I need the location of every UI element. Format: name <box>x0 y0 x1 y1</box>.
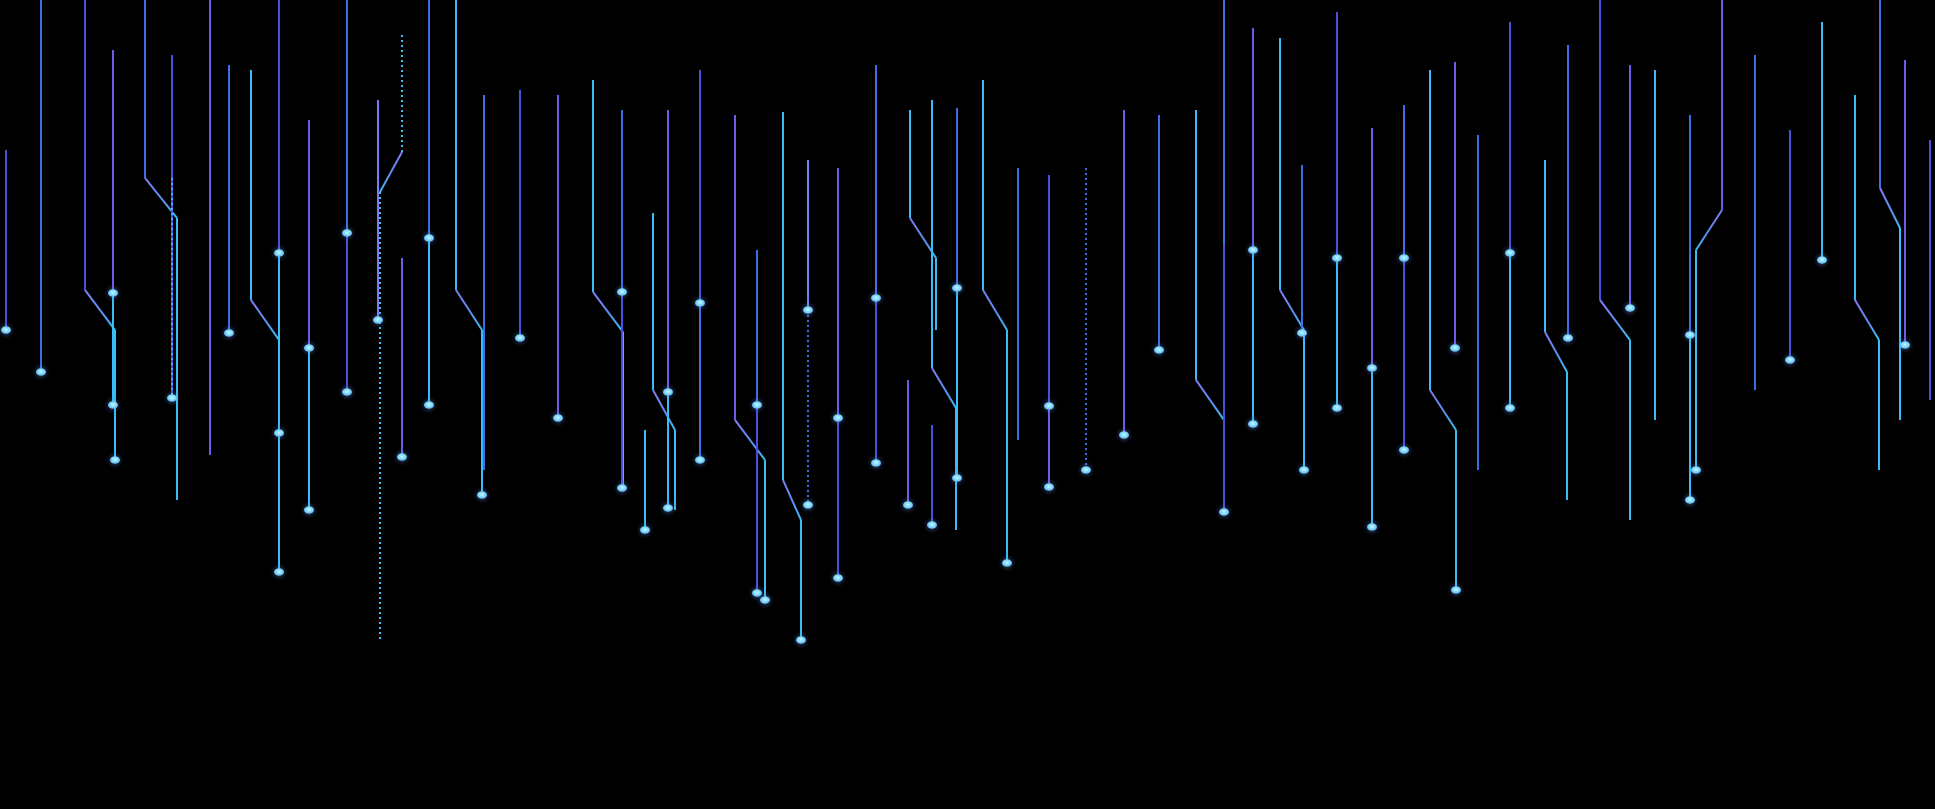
node-dot <box>1691 466 1701 474</box>
node-dot <box>553 414 563 422</box>
trace-segment-diagonal <box>379 151 403 193</box>
node-dot <box>1332 404 1342 412</box>
node-dot <box>342 388 352 396</box>
node-dot <box>167 394 177 402</box>
node-dot <box>927 521 937 529</box>
trace-segment-diagonal <box>652 389 676 431</box>
trace-segment-diagonal <box>782 479 802 521</box>
node-dot <box>1081 466 1091 474</box>
node-dot <box>1367 523 1377 531</box>
node-dot <box>1563 334 1573 342</box>
nodes-group <box>0 224 1914 649</box>
trace-segment-diagonal <box>84 289 116 331</box>
node-dot <box>1044 483 1054 491</box>
node-dot <box>1332 254 1342 262</box>
node-dot <box>477 491 487 499</box>
node-dot <box>1002 559 1012 567</box>
node-dot <box>752 589 762 597</box>
trace-segment-diagonal <box>455 289 483 331</box>
node-dot <box>224 329 234 337</box>
trace-segment-diagonal <box>1429 389 1457 431</box>
trace-segment-diagonal <box>982 289 1008 331</box>
node-dot <box>274 568 284 576</box>
node-dot <box>1817 256 1827 264</box>
node-dot <box>663 388 673 396</box>
node-dot <box>952 474 962 482</box>
node-dot <box>515 334 525 342</box>
node-dot <box>617 288 627 296</box>
node-dot <box>397 453 407 461</box>
node-dot <box>424 401 434 409</box>
node-dot <box>424 234 434 242</box>
node-dot <box>108 289 118 297</box>
node-dot <box>1399 446 1409 454</box>
node-dot <box>1785 356 1795 364</box>
trace-segment-diagonal <box>592 291 624 333</box>
trace-segment-diagonal <box>1879 187 1901 229</box>
node-dot <box>1 326 11 334</box>
node-dot <box>1299 466 1309 474</box>
node-dot <box>617 484 627 492</box>
trace-segment-diagonal <box>1195 379 1225 421</box>
trace-segment-diagonal <box>1599 299 1631 341</box>
node-dot <box>695 456 705 464</box>
traces-group <box>5 0 1931 640</box>
node-dot <box>108 401 118 409</box>
node-dot <box>871 294 881 302</box>
node-dot <box>833 414 843 422</box>
node-dot <box>803 501 813 509</box>
node-dot <box>752 401 762 409</box>
node-dot <box>1505 404 1515 412</box>
node-dot <box>1505 249 1515 257</box>
node-dot <box>952 284 962 292</box>
trace-segment-diagonal <box>931 367 957 409</box>
node-dot <box>1248 420 1258 428</box>
node-dot <box>1044 402 1054 410</box>
node-dot <box>796 636 806 644</box>
node-dot <box>695 299 705 307</box>
node-dot <box>36 368 46 376</box>
node-dot <box>373 316 383 324</box>
node-dot <box>1399 254 1409 262</box>
node-dot <box>304 344 314 352</box>
node-dot <box>1625 304 1635 312</box>
node-dot <box>1685 496 1695 504</box>
trace-segment-diagonal <box>1854 299 1880 341</box>
node-dot <box>304 506 314 514</box>
node-dot <box>1119 431 1129 439</box>
node-dot <box>1248 246 1258 254</box>
node-dot <box>1450 344 1460 352</box>
trace-segment-diagonal <box>250 299 280 341</box>
node-dot <box>1367 364 1377 372</box>
node-dot <box>1154 346 1164 354</box>
node-dot <box>803 306 813 314</box>
node-dot <box>342 229 352 237</box>
node-dot <box>903 501 913 509</box>
node-dot <box>1219 508 1229 516</box>
trace-segment-diagonal <box>1279 289 1305 331</box>
trace-segment-diagonal <box>1544 331 1568 373</box>
node-dot <box>274 249 284 257</box>
node-dot <box>640 526 650 534</box>
node-dot <box>1451 586 1461 594</box>
node-dot <box>110 456 120 464</box>
node-dot <box>663 504 673 512</box>
node-dot <box>274 429 284 437</box>
node-dot <box>833 574 843 582</box>
node-dot <box>1900 341 1910 349</box>
node-dot <box>1685 331 1695 339</box>
node-dot <box>1297 329 1307 337</box>
trace-segment-diagonal <box>734 419 766 461</box>
trace-segment-diagonal <box>1695 209 1723 251</box>
node-dot <box>871 459 881 467</box>
